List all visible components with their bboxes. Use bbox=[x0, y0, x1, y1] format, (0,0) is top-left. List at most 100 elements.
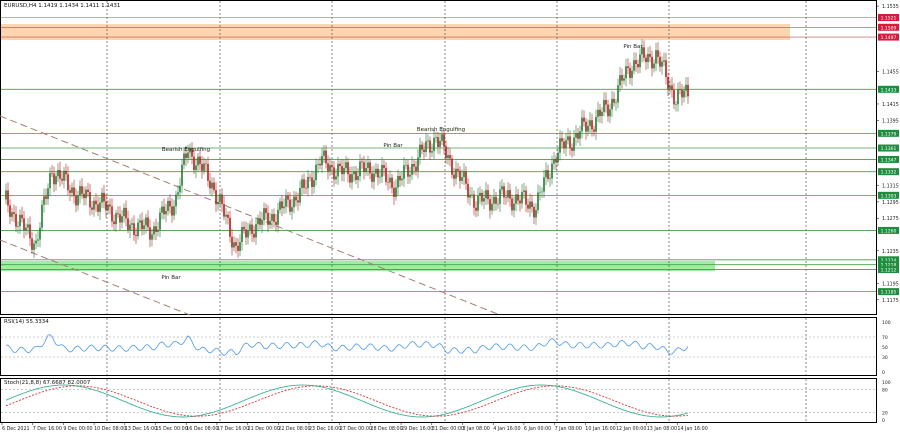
candle-body bbox=[69, 190, 71, 193]
candle-body bbox=[133, 223, 135, 236]
candle-body bbox=[505, 197, 507, 198]
stoch-tick-label: 100 bbox=[882, 380, 891, 386]
candle-body bbox=[533, 206, 535, 218]
candle-body bbox=[567, 136, 569, 141]
candle-body bbox=[243, 226, 245, 230]
candle-body bbox=[205, 163, 207, 165]
candle-body bbox=[477, 195, 479, 211]
candle-body bbox=[489, 199, 491, 211]
candle-body bbox=[439, 140, 441, 147]
candle-body bbox=[527, 204, 529, 209]
candle-body bbox=[409, 174, 411, 177]
time-tick-label: 12 Jan 00:00 bbox=[616, 426, 646, 432]
candle-body bbox=[375, 168, 377, 174]
candle-body bbox=[625, 66, 627, 79]
candle-body bbox=[49, 173, 51, 189]
stoch-title: Stoch(21,8,8) 67.6687 82.0007 bbox=[4, 380, 91, 386]
candle-body bbox=[435, 137, 437, 138]
candle-body bbox=[31, 238, 33, 250]
candle-body bbox=[157, 229, 159, 232]
price-tick-label: 1.1535 bbox=[882, 4, 899, 10]
candle-body bbox=[459, 170, 461, 181]
time-tick-label: 3 Jan 08:00 bbox=[463, 426, 490, 432]
chart-symbol-header: EURUSD,H4 1.1419 1.1434 1.1411 1.1431 bbox=[4, 3, 120, 9]
candle-body bbox=[19, 214, 21, 227]
candle-body bbox=[193, 156, 195, 171]
candle-body bbox=[359, 161, 361, 177]
candle-body bbox=[473, 194, 475, 208]
candle-body bbox=[219, 194, 221, 203]
candle-body bbox=[297, 200, 299, 203]
candle-body bbox=[131, 223, 133, 225]
candle-body bbox=[17, 226, 19, 227]
candle-body bbox=[475, 207, 477, 211]
candle-body bbox=[643, 47, 645, 58]
candle-body bbox=[47, 188, 49, 199]
candle-body bbox=[597, 109, 599, 117]
candle-body bbox=[463, 171, 465, 178]
candle-body bbox=[123, 207, 125, 217]
candle-body bbox=[667, 77, 669, 89]
candle-body bbox=[563, 141, 565, 149]
candle-body bbox=[497, 203, 499, 205]
candle-body bbox=[541, 191, 543, 193]
candle-body bbox=[55, 176, 57, 185]
rsi-pane[interactable] bbox=[0, 317, 877, 376]
candle-body bbox=[635, 60, 637, 65]
candle-body bbox=[113, 221, 115, 225]
candle-body bbox=[159, 212, 161, 230]
candle-body bbox=[83, 193, 85, 199]
candle-body bbox=[247, 230, 249, 238]
candle-body bbox=[309, 176, 311, 178]
candle-body bbox=[165, 210, 167, 215]
candle-body bbox=[33, 243, 35, 250]
green-level-label: 1.1379 bbox=[881, 131, 897, 137]
candle-body bbox=[261, 220, 263, 225]
price-tick-label: 1.1295 bbox=[882, 200, 899, 206]
candle-body bbox=[39, 227, 41, 240]
candle-body bbox=[345, 162, 347, 169]
candle-body bbox=[105, 201, 107, 211]
candle-body bbox=[447, 155, 449, 159]
candle-body bbox=[687, 84, 689, 97]
candle-body bbox=[249, 224, 251, 231]
candle-body bbox=[53, 173, 55, 185]
candle-body bbox=[645, 57, 647, 63]
candle-body bbox=[119, 214, 121, 223]
candle-body bbox=[405, 164, 407, 166]
candle-body bbox=[135, 235, 137, 237]
candle-body bbox=[617, 85, 619, 103]
green-level-label: 1.1332 bbox=[881, 170, 897, 176]
candle-body bbox=[299, 188, 301, 203]
candle-body bbox=[325, 150, 327, 164]
price-tick-label: 1.1395 bbox=[882, 118, 899, 124]
annotation-pin-bar-2: Pin Bar bbox=[623, 44, 643, 50]
time-tick-label: 10 Jan 16:00 bbox=[585, 426, 615, 432]
green-level-label: 1.1303 bbox=[881, 193, 897, 199]
candle-body bbox=[427, 140, 429, 142]
candle-body bbox=[327, 163, 329, 172]
candle-body bbox=[93, 200, 95, 210]
candle-body bbox=[349, 174, 351, 183]
rsi-grid: 100 70 50 30 0 bbox=[1, 320, 891, 376]
candle-body bbox=[5, 190, 7, 200]
candle-body bbox=[27, 224, 29, 228]
candle-body bbox=[155, 226, 157, 232]
price-tick-label: 1.1235 bbox=[882, 249, 899, 255]
candle-body bbox=[467, 183, 469, 198]
candle-body bbox=[295, 196, 297, 201]
level-labels: 1.14331.13791.13611.13471.13321.13031.12… bbox=[878, 14, 899, 296]
candle-body bbox=[149, 227, 151, 240]
candle-body bbox=[221, 194, 223, 205]
candle-body bbox=[587, 125, 589, 132]
candle-body bbox=[173, 206, 175, 216]
candle-body bbox=[175, 194, 177, 207]
candle-body bbox=[279, 201, 281, 210]
candle-body bbox=[59, 169, 61, 179]
stoch-signal-line bbox=[5, 385, 689, 417]
candle-body bbox=[553, 159, 555, 164]
candle-body bbox=[285, 195, 287, 207]
candle-body bbox=[423, 149, 425, 152]
stoch-main-line bbox=[5, 384, 689, 418]
